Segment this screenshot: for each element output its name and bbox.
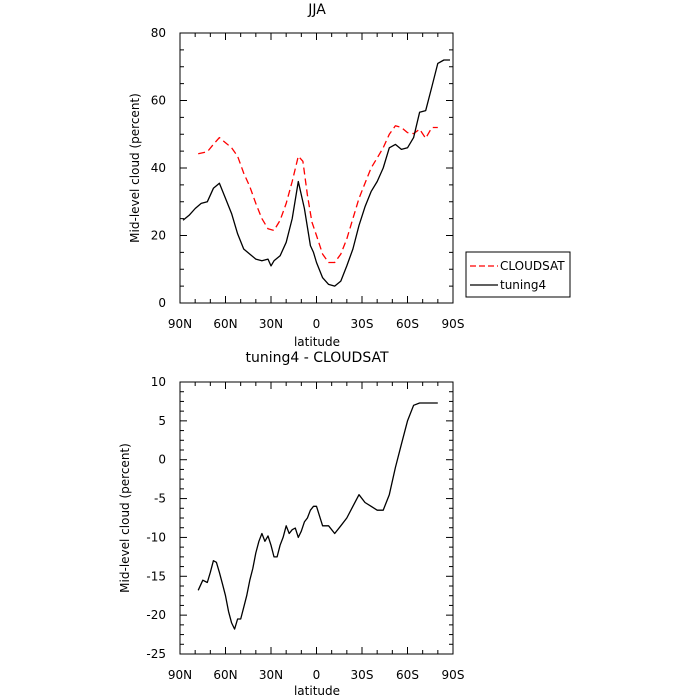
x-tick-label: 30N bbox=[259, 317, 283, 331]
x-tick-label: 30S bbox=[351, 668, 374, 682]
y-tick-label: -15 bbox=[146, 569, 166, 583]
chart-bottom-ylabel: Mid-level cloud (percent) bbox=[118, 443, 132, 593]
series-line-diff-0 bbox=[197, 402, 438, 630]
x-tick-label: 0 bbox=[313, 317, 321, 331]
y-tick-label: 60 bbox=[151, 94, 166, 108]
y-tick-label: -10 bbox=[146, 530, 166, 544]
chart-top-xlabel: latitude bbox=[294, 335, 340, 349]
y-tick-label: 5 bbox=[158, 414, 166, 428]
chart-top-ylabel: Mid-level cloud (percent) bbox=[128, 93, 142, 243]
x-tick-label: 90S bbox=[442, 668, 465, 682]
chart-bottom-ticks: 90N 60N 30N 0 30S 60S 90S -25 -20 -15 -10 -5 0 5 10 bbox=[146, 375, 464, 682]
chart-top-series bbox=[182, 59, 450, 287]
chart-top-legend: CLOUDSAT tuning4 bbox=[465, 251, 571, 298]
chart-bottom-title: tuning4 - CLOUDSAT bbox=[245, 350, 389, 366]
chart-top-ticks: 90N 60N 30N 0 30S 60S 90S 0 20 40 60 80 bbox=[151, 26, 465, 331]
x-tick-label: 60N bbox=[213, 317, 237, 331]
x-tick-label: 60N bbox=[213, 668, 237, 682]
y-tick-label: 0 bbox=[158, 453, 166, 467]
x-tick-label: 30S bbox=[351, 317, 374, 331]
x-tick-label: 0 bbox=[313, 668, 321, 682]
y-tick-label: 20 bbox=[151, 229, 166, 243]
chart-top: JJA 90N 60N 30N 0 30S 60S 90S 0 20 40 60 80 latitud… bbox=[128, 2, 571, 349]
y-tick-label: -20 bbox=[146, 608, 166, 622]
x-tick-label: 90N bbox=[168, 317, 192, 331]
x-tick-label: 60S bbox=[396, 668, 419, 682]
chart-top-title: JJA bbox=[307, 2, 326, 18]
y-tick-label: 80 bbox=[151, 26, 166, 40]
y-tick-label: -25 bbox=[146, 647, 166, 661]
series-line-cloudsat bbox=[198, 125, 438, 264]
x-tick-label: 60S bbox=[396, 317, 419, 331]
legend-frame bbox=[465, 251, 571, 298]
y-tick-label: 40 bbox=[151, 161, 166, 175]
x-tick-label: 90S bbox=[442, 317, 465, 331]
chart-bottom: tuning4 - CLOUDSAT 90N 60N 30N 0 30S 60S 90S -2… bbox=[118, 350, 464, 698]
legend-label-tuning4: tuning4 bbox=[500, 278, 546, 292]
chart-bottom-xlabel: latitude bbox=[294, 684, 340, 698]
y-tick-label: 0 bbox=[158, 296, 166, 310]
legend-label-cloudsat: CLOUDSAT bbox=[500, 259, 565, 273]
y-tick-label: 10 bbox=[151, 375, 166, 389]
series-line-tuning4 bbox=[182, 59, 450, 287]
chart-bottom-series bbox=[197, 402, 438, 630]
x-tick-label: 90N bbox=[168, 668, 192, 682]
chart-bottom-plot-frame bbox=[179, 381, 454, 655]
y-tick-label: -5 bbox=[154, 492, 166, 506]
x-tick-label: 30N bbox=[259, 668, 283, 682]
